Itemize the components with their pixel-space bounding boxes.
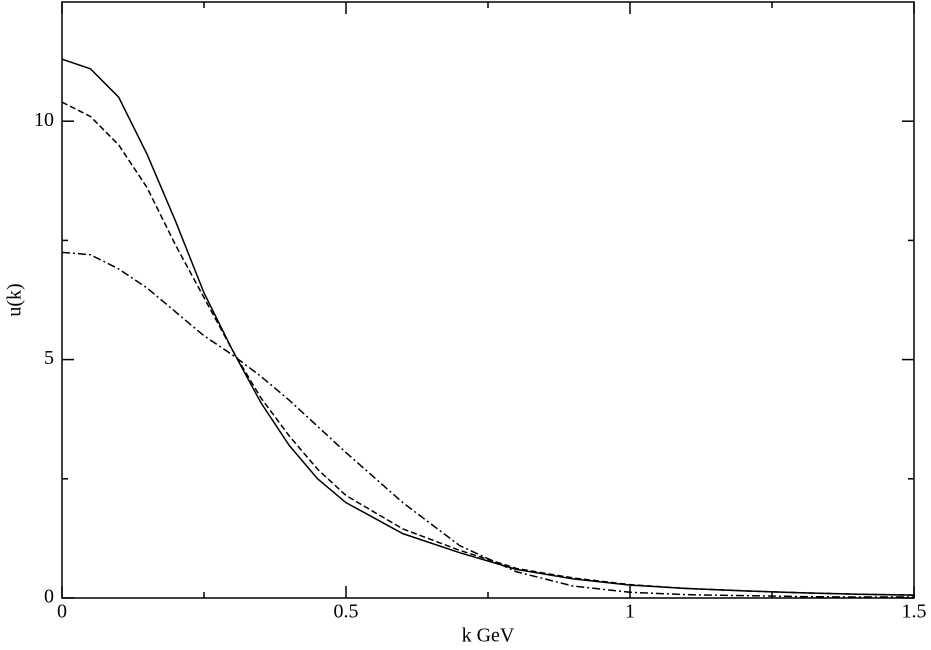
x-axis-label: k GeV [462, 625, 515, 647]
line-series [61, 58, 915, 596]
x-tick-label: 0.5 [334, 601, 359, 623]
line-series [61, 251, 914, 598]
x-tick-label: 1 [625, 601, 635, 623]
x-tick-label: 0 [57, 601, 67, 623]
line-series [61, 101, 915, 596]
y-tick-label: 10 [34, 109, 54, 131]
y-axis-label: u(k) [4, 283, 26, 316]
plot-frame [61, 1, 915, 599]
x-tick-label: 1.5 [902, 601, 927, 623]
y-tick-label: 0 [44, 586, 54, 608]
y-tick-label: 5 [44, 347, 54, 369]
